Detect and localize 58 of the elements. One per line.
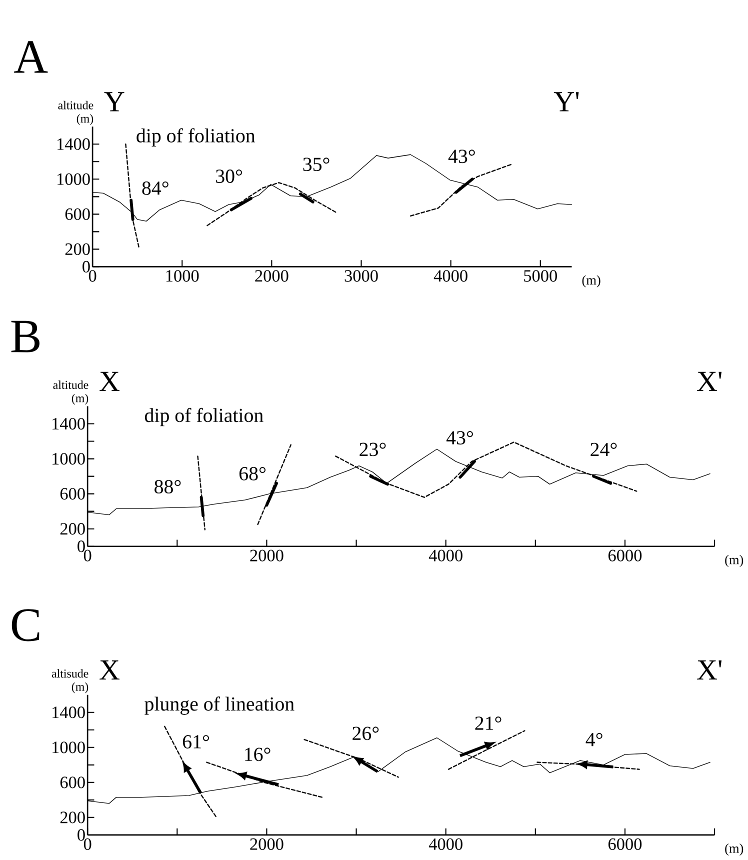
chart-subtitle: dip of foliation: [144, 408, 264, 426]
y-axis-title: altitude (m): [53, 380, 88, 405]
y-tick-label: 1400: [52, 706, 85, 718]
text: X: [100, 660, 120, 680]
text: X: [100, 372, 120, 391]
annotation: 24°: [590, 442, 617, 456]
x-axis-title: (m): [582, 275, 600, 288]
x-tick-label: 2000: [250, 550, 284, 562]
x-tick-label: 6000: [608, 838, 642, 850]
x-tick-label: 2000: [255, 270, 288, 282]
x-tick-label: 5000: [524, 270, 557, 282]
y-axis-title: altitude (m): [58, 100, 94, 126]
annotation: 4°: [586, 732, 602, 746]
y-tick-label: 600: [60, 776, 85, 788]
y-tick-label: 0: [78, 829, 85, 841]
chart-title: B: [11, 320, 40, 352]
chart-title: C: [12, 609, 40, 642]
x-tick-label: 1000: [166, 270, 199, 282]
annotation: 43°: [448, 150, 475, 164]
y-tick-label: 200: [65, 243, 90, 256]
y-tick-label: 1000: [57, 173, 90, 185]
x-axis-title: (m): [725, 554, 744, 567]
x-tick-label: 4000: [428, 838, 462, 850]
annotation: 21°: [475, 716, 502, 730]
y-tick-label: 1000: [52, 742, 85, 754]
x-tick-label: 3000: [344, 270, 378, 282]
chart-subtitle: plunge of lineation: [144, 696, 294, 715]
text: X': [696, 660, 722, 680]
text: Y: [104, 92, 124, 112]
annotation: 35°: [303, 158, 330, 172]
x-tick-label: 2000: [250, 838, 284, 850]
chart-title: A: [14, 41, 48, 73]
annotation: 23°: [360, 442, 386, 456]
y-axis-title: altisude (m): [52, 669, 88, 694]
text: X': [696, 372, 722, 391]
x-tick-label: 4000: [434, 270, 468, 282]
y-tick-label: 1400: [57, 138, 90, 150]
x-tick-label: 6000: [608, 550, 642, 562]
text: Y': [554, 92, 579, 112]
y-tick-label: 0: [82, 260, 90, 273]
y-tick-label: 200: [60, 812, 85, 824]
x-axis-title: (m): [725, 844, 744, 856]
annotation: 30°: [216, 170, 242, 183]
y-tick-label: 600: [60, 488, 85, 500]
y-tick-label: 200: [60, 523, 85, 535]
annotation: 88°: [154, 480, 181, 494]
x-tick-label: 4000: [428, 550, 462, 562]
y-tick-label: 1400: [52, 418, 85, 430]
annotation: 84°: [142, 181, 168, 195]
chart-subtitle: dip of foliation: [136, 128, 256, 147]
annotation: 26°: [352, 726, 379, 740]
annotation: 68°: [239, 466, 266, 480]
annotation: 43°: [446, 431, 473, 444]
y-tick-label: 0: [78, 540, 85, 552]
annotation: 16°: [245, 748, 270, 762]
annotation: 61°: [182, 735, 209, 748]
y-tick-label: 1000: [52, 452, 85, 465]
y-tick-label: 600: [65, 208, 90, 220]
